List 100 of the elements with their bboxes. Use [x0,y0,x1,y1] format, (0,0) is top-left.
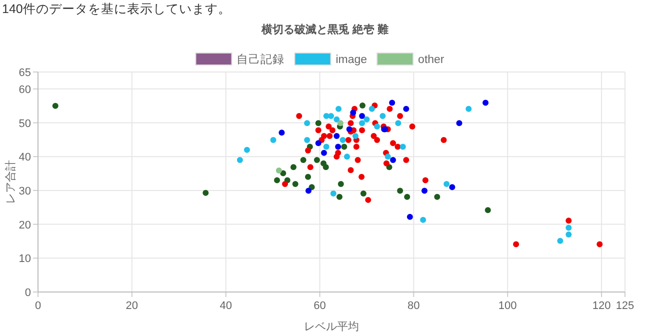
point [394,144,401,150]
x-tick-label: 80 [408,300,420,312]
point [52,102,58,109]
point [384,154,391,160]
point [304,137,310,144]
x-tick-label: 0 [34,300,42,312]
point [390,140,396,146]
point [370,132,377,139]
point [202,190,209,196]
point [244,146,250,153]
point [466,106,472,112]
point [276,167,282,174]
point [340,137,346,144]
y-tick-label: 20 [18,219,31,232]
point [326,132,333,139]
point [315,127,322,134]
point [566,218,572,224]
point [365,196,372,203]
legend-label: 自己記録 [236,53,285,66]
point [270,137,276,144]
point [484,207,491,214]
point [305,188,312,194]
point [300,157,306,163]
point [346,126,352,132]
point [334,154,340,160]
point [389,100,396,106]
point [352,132,358,139]
y-axis-title: レア合計 [4,160,17,204]
point [322,164,329,170]
point [334,132,340,139]
point [482,100,489,106]
point [400,144,406,150]
point [397,113,404,119]
point [434,194,440,200]
point [354,157,361,163]
point [315,140,322,146]
point [323,144,330,150]
point [566,231,572,238]
point [307,164,314,170]
point [390,157,396,163]
x-tick-label: 100 [498,300,517,312]
legend-label: other [418,54,444,66]
point [350,110,356,116]
point [305,174,312,180]
point [374,123,380,130]
point [326,123,332,130]
y-tick-label: 60 [18,84,31,96]
y-tick-label: 30 [18,185,31,198]
x-axis-title: レベル平均 [304,321,359,333]
point [328,113,334,119]
y-tick-label: 65 [18,67,31,79]
point [406,214,413,220]
point [513,241,520,248]
point [330,190,336,197]
point [345,137,352,144]
point [335,144,342,150]
point [364,116,370,122]
point [403,106,410,112]
y-tick-label: 50 [18,118,31,130]
point [320,150,327,156]
point [334,116,340,122]
point [557,238,564,244]
point [422,177,428,184]
point [282,181,288,188]
point [359,120,366,126]
x-tick-label: 40 [220,300,232,312]
point [336,106,342,112]
point [444,181,450,188]
point [337,120,344,126]
point [315,120,322,126]
point [368,106,375,112]
point [359,127,366,134]
y-tick-label: 10 [18,253,31,266]
x-tick-label: 20 [126,300,138,312]
point [296,113,302,119]
text: 140件のデータを基に表示しています。 [2,2,231,16]
point [359,113,366,119]
point [440,137,447,144]
x-tick-label: 120 [592,300,611,312]
point [274,177,280,184]
point [278,130,285,136]
legend-label: image [336,54,368,66]
point [386,106,393,112]
point [421,188,428,194]
point [383,160,390,166]
point [449,184,456,190]
y-tick-label: 40 [18,152,31,164]
point [403,157,410,163]
point [395,120,402,126]
point [380,113,386,119]
point [359,102,366,109]
point [348,120,354,126]
point [420,216,426,223]
point [374,137,380,144]
point [344,154,350,160]
point [353,144,360,150]
point [338,181,344,188]
point [397,188,404,194]
point [336,194,342,200]
chart-title: 横切る破滅と黒兎 絶壱 難 [260,23,389,36]
